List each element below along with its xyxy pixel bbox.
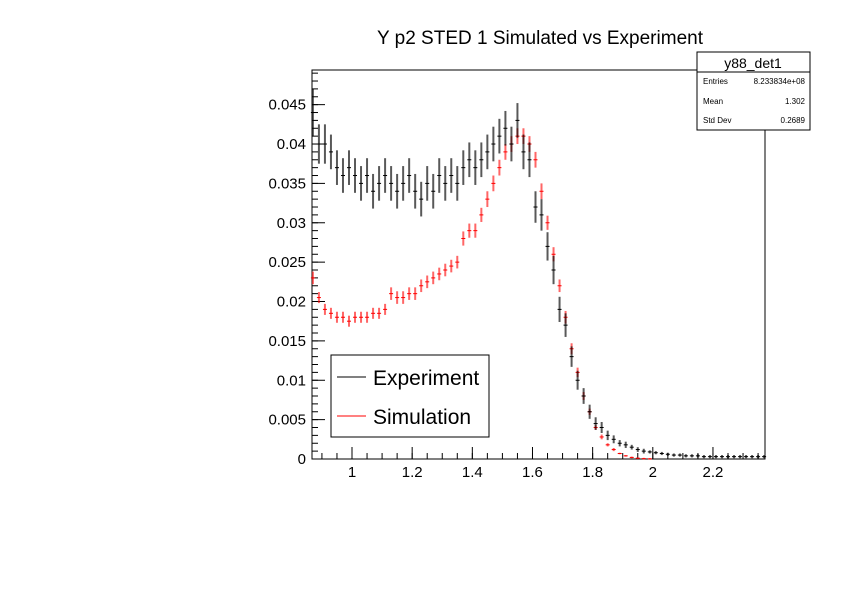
chart-title: Y p2 STED 1 Simulated vs Experiment	[377, 28, 704, 49]
y-tick-label: 0.045	[268, 97, 306, 114]
y-tick-label: 0.03	[277, 215, 306, 232]
x-tick-label: 1	[348, 464, 356, 481]
stats-box: y88_det1 Entries 8.233834e+08 Mean 1.302…	[696, 51, 811, 131]
y-tick-label: 0.015	[268, 333, 306, 350]
y-tick-label: 0.01	[277, 372, 306, 389]
stats-title: y88_det1	[724, 55, 782, 71]
series-experiment	[310, 88, 767, 459]
x-tick-label: 1.2	[402, 464, 423, 481]
x-tick-label: 2	[649, 464, 657, 481]
data-marks	[310, 88, 767, 460]
legend-label-simulation: Simulation	[373, 406, 471, 429]
stats-stddev-value: 0.2689	[781, 116, 806, 125]
legend: Experiment Simulation	[330, 354, 490, 438]
stats-entries-value: 8.233834e+08	[754, 77, 806, 86]
x-tick-label: 1.8	[582, 464, 603, 481]
stats-mean-label: Mean	[703, 97, 723, 106]
x-tick-label: 1.4	[462, 464, 483, 481]
axes: 1 1.2 1.4 1.6 1.8 2 2.2 0 0.005 0.01 0.015 0.02 0.02…	[268, 72, 759, 481]
x-tick-label: 2.2	[703, 464, 724, 481]
y-tick-label: 0.04	[277, 136, 306, 153]
y-tick-label: 0.025	[268, 254, 306, 271]
y-tick-label: 0	[298, 451, 306, 468]
stats-mean-value: 1.302	[785, 97, 806, 106]
y-tick-label: 0.02	[277, 294, 306, 311]
plot-frame	[311, 69, 766, 460]
y-tick-label: 0.005	[268, 412, 306, 429]
stats-stddev-label: Std Dev	[703, 116, 731, 125]
x-tick-label: 1.6	[522, 464, 543, 481]
y-tick-label: 0.035	[268, 175, 306, 192]
stats-entries-label: Entries	[703, 77, 728, 86]
series-simulation	[310, 128, 652, 460]
legend-label-experiment: Experiment	[373, 367, 479, 390]
